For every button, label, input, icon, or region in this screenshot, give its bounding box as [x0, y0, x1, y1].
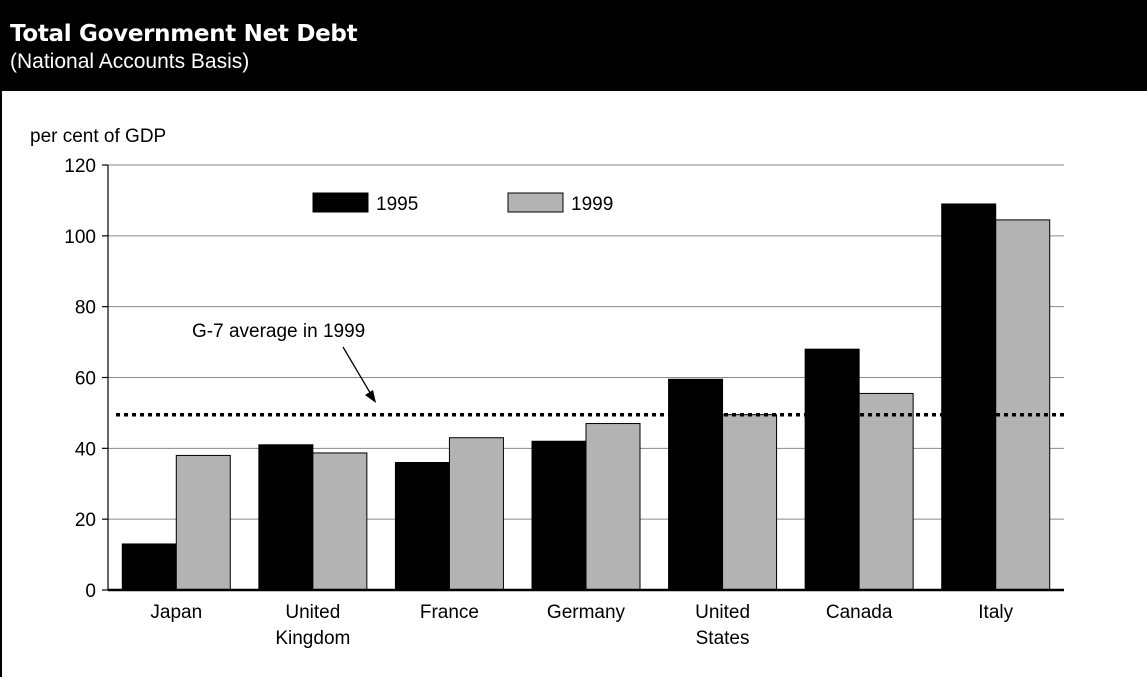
x-tick-label: Italy	[978, 602, 1013, 623]
y-tick-label: 60	[75, 369, 96, 390]
x-tick-label: Japan	[150, 602, 202, 623]
bar-1999	[448, 437, 504, 591]
bar-1999	[175, 454, 231, 591]
bar-1999	[722, 414, 778, 591]
bar-1995	[121, 543, 177, 591]
y-tick-label: 40	[75, 439, 96, 460]
bar-1999	[995, 219, 1051, 591]
x-tick-label: United States	[695, 602, 750, 649]
y-tick-label: 100	[64, 227, 96, 248]
x-tick-label: United Kingdom	[275, 602, 350, 649]
y-tick-label: 20	[75, 510, 96, 531]
reference-arrow-shaft	[342, 346, 373, 397]
bar-1999	[585, 423, 641, 591]
x-tick-label: France	[420, 602, 479, 623]
reference-line-label: G-7 average in 1999	[192, 321, 365, 342]
bar-1995	[941, 203, 997, 591]
left-border	[0, 91, 2, 677]
chart-subtitle: (National Accounts Basis)	[10, 50, 250, 73]
bar-1995	[804, 348, 860, 591]
legend-label-1995: 1995	[376, 194, 418, 215]
bar-1995	[394, 462, 450, 591]
bar-1999	[312, 452, 368, 591]
y-axis-label: per cent of GDP	[30, 126, 167, 147]
chart-header: Total Government Net Debt (National Acco…	[0, 0, 1147, 91]
legend-swatch-1995	[312, 192, 369, 213]
chart-title: Total Government Net Debt	[10, 21, 358, 47]
y-tick-label: 80	[75, 298, 96, 319]
bar-1999	[858, 392, 914, 591]
reference-arrow-head	[365, 390, 376, 403]
bar-1995	[531, 440, 587, 591]
legend-label-1999: 1999	[571, 194, 613, 215]
y-tick-label: 120	[64, 156, 96, 177]
bar-1995	[258, 444, 314, 591]
x-tick-label: Canada	[826, 602, 893, 623]
y-tick-label: 0	[85, 581, 96, 602]
bar-1995	[668, 378, 724, 591]
x-tick-label: Germany	[547, 602, 626, 623]
legend-swatch-1999	[507, 192, 564, 213]
